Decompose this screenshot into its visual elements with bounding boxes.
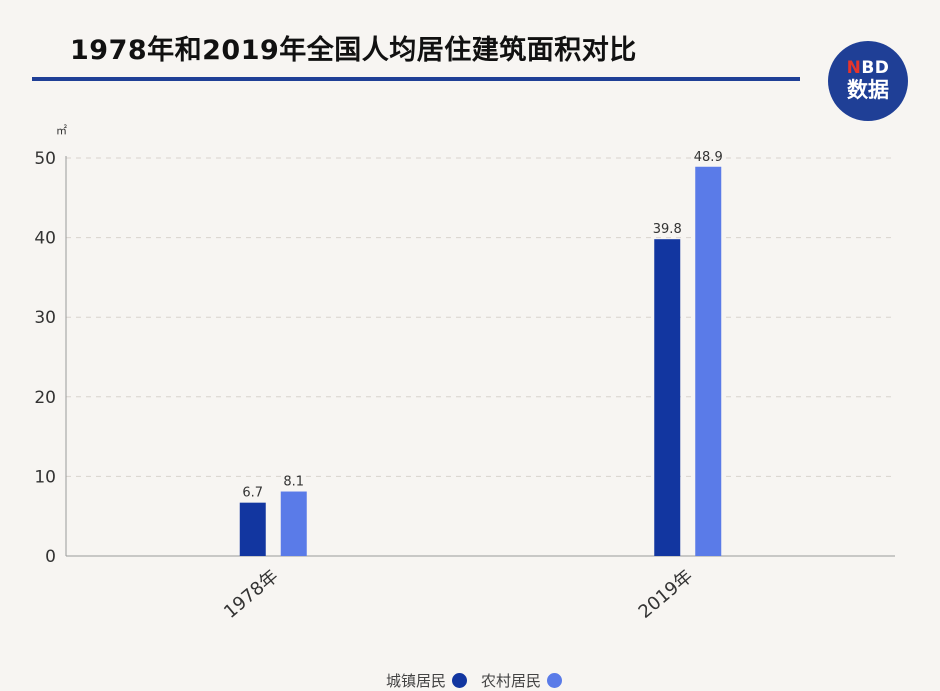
- y-tick-label: 30: [34, 308, 56, 328]
- y-tick-label: 50: [34, 149, 56, 169]
- nbd-logo: NBD 数据: [828, 41, 908, 121]
- title-underline: [32, 77, 800, 81]
- legend: 城镇居民 农村居民: [386, 670, 563, 691]
- y-axis-unit: ㎡: [56, 124, 67, 137]
- x-tick-label: 2019年: [635, 566, 697, 623]
- data-label: 8.1: [283, 475, 304, 490]
- x-tick-label: 1978年: [220, 566, 282, 623]
- x-tick-labels: 1978年 2019年: [220, 566, 697, 623]
- bar-urban-0: [239, 502, 266, 556]
- data-label: 6.7: [242, 486, 263, 501]
- legend-dot-urban: [452, 672, 468, 688]
- y-tick-label: 10: [34, 467, 56, 487]
- legend-label-rural: 农村居民: [481, 671, 542, 690]
- chart-title: 1978年和2019年全国人均居住建筑面积对比: [70, 35, 637, 66]
- data-label: 48.9: [694, 150, 723, 165]
- logo-top-text: NBD: [846, 58, 890, 78]
- data-label: 39.8: [653, 222, 682, 237]
- bars: 6.7 8.1 39.8 48.9: [239, 150, 723, 557]
- logo-bottom-text: 数据: [847, 78, 889, 102]
- legend-item-urban: 城镇居民: [386, 670, 468, 691]
- legend-dot-rural: [547, 672, 563, 688]
- bar-urban-1: [654, 239, 681, 556]
- y-tick-label: 40: [34, 229, 56, 249]
- grid-lines: [66, 157, 895, 477]
- bar-chart: ㎡ 0 10 20 30 40 50 6.7 8.1 39.8 48.9 1978年 2019年: [34, 124, 895, 623]
- bar-rural-0: [280, 491, 307, 556]
- y-tick-labels: 0 10 20 30 40 50: [34, 149, 56, 567]
- legend-label-urban: 城镇居民: [386, 671, 447, 690]
- y-tick-label: 20: [34, 388, 56, 408]
- bar-rural-1: [695, 166, 722, 557]
- legend-item-rural: 农村居民: [481, 670, 563, 691]
- y-tick-label: 0: [45, 547, 56, 567]
